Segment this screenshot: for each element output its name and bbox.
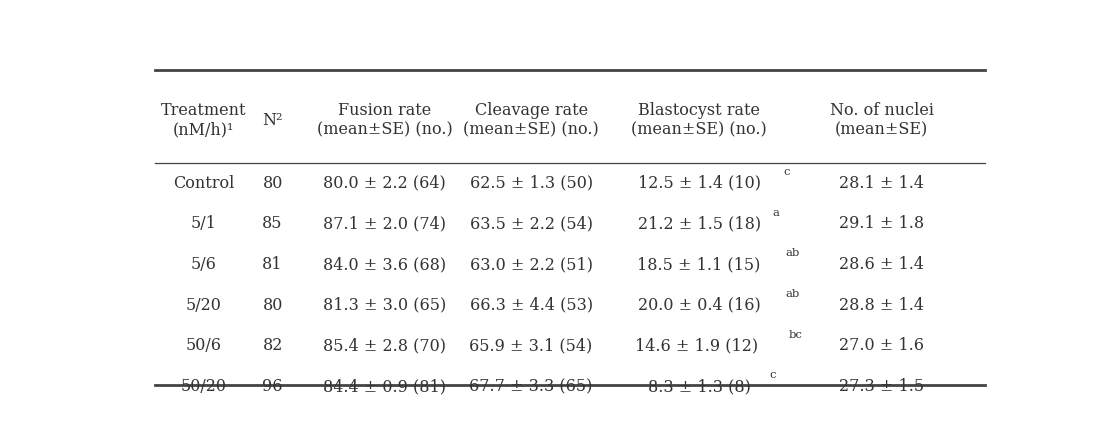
Text: 84.0 ± 3.6 (68): 84.0 ± 3.6 (68) (324, 256, 446, 273)
Text: 50/20: 50/20 (180, 378, 227, 395)
Text: 66.3 ± 4.4 (53): 66.3 ± 4.4 (53) (469, 297, 593, 314)
Text: 5/1: 5/1 (190, 216, 217, 232)
Text: 96: 96 (262, 378, 282, 395)
Text: bc: bc (788, 330, 803, 340)
Text: 27.0 ± 1.6: 27.0 ± 1.6 (840, 337, 924, 354)
Text: No. of nuclei
(mean±SE): No. of nuclei (mean±SE) (830, 102, 934, 139)
Text: 28.8 ± 1.4: 28.8 ± 1.4 (840, 297, 924, 314)
Text: 87.1 ± 2.0 (74): 87.1 ± 2.0 (74) (324, 216, 446, 232)
Text: 18.5 ± 1.1 (15): 18.5 ± 1.1 (15) (637, 256, 761, 273)
Text: 5/20: 5/20 (186, 297, 221, 314)
Text: 63.5 ± 2.2 (54): 63.5 ± 2.2 (54) (469, 216, 593, 232)
Text: c: c (770, 370, 776, 381)
Text: Fusion rate
(mean±SE) (no.): Fusion rate (mean±SE) (no.) (317, 102, 453, 139)
Text: Treatment
(nM/h)¹: Treatment (nM/h)¹ (161, 102, 247, 139)
Text: 82: 82 (262, 337, 282, 354)
Text: 20.0 ± 0.4 (16): 20.0 ± 0.4 (16) (638, 297, 761, 314)
Text: 85: 85 (262, 216, 282, 232)
Text: 21.2 ± 1.5 (18): 21.2 ± 1.5 (18) (637, 216, 761, 232)
Text: 28.1 ± 1.4: 28.1 ± 1.4 (840, 175, 924, 192)
Text: 84.4 ± 0.9 (81): 84.4 ± 0.9 (81) (324, 378, 446, 395)
Text: 62.5 ± 1.3 (50): 62.5 ± 1.3 (50) (469, 175, 593, 192)
Text: c: c (784, 167, 791, 177)
Text: 80: 80 (262, 297, 282, 314)
Text: 12.5 ± 1.4 (10): 12.5 ± 1.4 (10) (637, 175, 761, 192)
Text: Cleavage rate
(mean±SE) (no.): Cleavage rate (mean±SE) (no.) (464, 102, 599, 139)
Text: 85.4 ± 2.8 (70): 85.4 ± 2.8 (70) (324, 337, 446, 354)
Text: Control: Control (173, 175, 235, 192)
Text: 80.0 ± 2.2 (64): 80.0 ± 2.2 (64) (324, 175, 446, 192)
Text: a: a (773, 208, 780, 218)
Text: 67.7 ± 3.3 (65): 67.7 ± 3.3 (65) (469, 378, 593, 395)
Text: 8.3 ± 1.3 (8): 8.3 ± 1.3 (8) (647, 378, 751, 395)
Text: 80: 80 (262, 175, 282, 192)
Text: 81: 81 (262, 256, 282, 273)
Text: 5/6: 5/6 (190, 256, 217, 273)
Text: 81.3 ± 3.0 (65): 81.3 ± 3.0 (65) (322, 297, 446, 314)
Text: 14.6 ± 1.9 (12): 14.6 ± 1.9 (12) (635, 337, 763, 354)
Text: ab: ab (785, 289, 800, 299)
Text: 27.3 ± 1.5: 27.3 ± 1.5 (840, 378, 924, 395)
Text: 63.0 ± 2.2 (51): 63.0 ± 2.2 (51) (469, 256, 593, 273)
Text: 29.1 ± 1.8: 29.1 ± 1.8 (840, 216, 924, 232)
Text: ab: ab (785, 249, 800, 258)
Text: Blastocyst rate
(mean±SE) (no.): Blastocyst rate (mean±SE) (no.) (632, 102, 767, 139)
Text: 28.6 ± 1.4: 28.6 ± 1.4 (840, 256, 924, 273)
Text: N²: N² (262, 112, 282, 129)
Text: 65.9 ± 3.1 (54): 65.9 ± 3.1 (54) (469, 337, 593, 354)
Text: 50/6: 50/6 (186, 337, 221, 354)
